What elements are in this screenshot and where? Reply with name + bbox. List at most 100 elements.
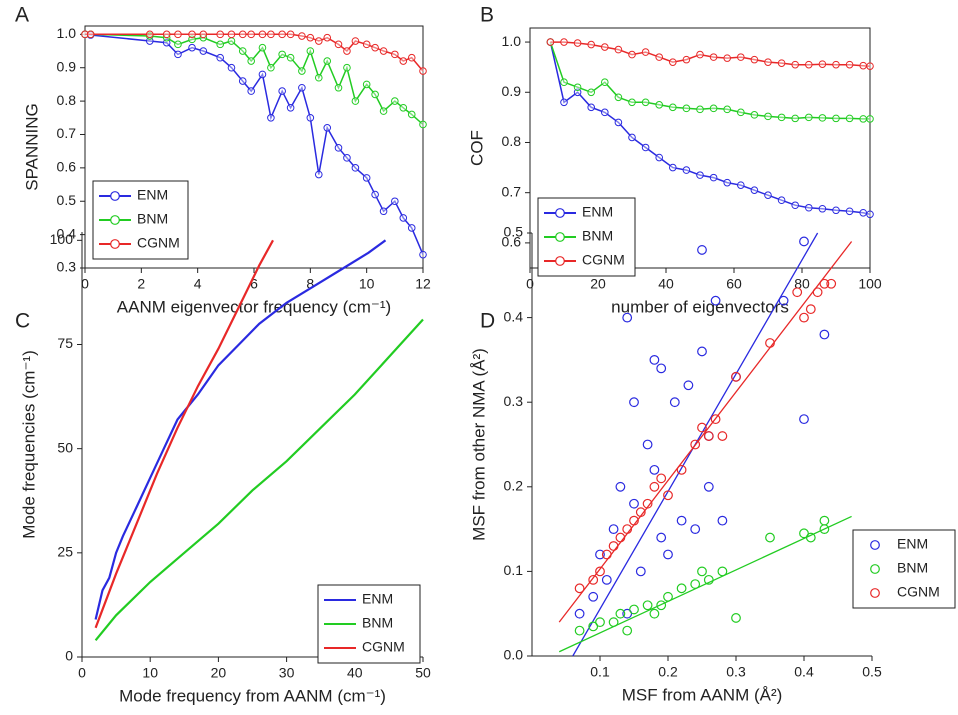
point — [379, 47, 388, 55]
series-line — [94, 318, 424, 641]
point — [682, 55, 691, 64]
point — [379, 107, 388, 115]
x-tick-label: 10 — [142, 665, 158, 681]
x-tick-label: 0 — [526, 276, 534, 292]
y-tick-label: 25 — [57, 544, 73, 560]
point — [791, 201, 800, 210]
point — [615, 481, 626, 492]
point — [267, 30, 275, 39]
point — [697, 566, 707, 577]
point — [717, 515, 728, 526]
panel-letter: A — [15, 4, 29, 27]
point — [723, 54, 732, 62]
panel-letter: C — [15, 310, 30, 333]
x-tick-label: 0 — [81, 276, 89, 292]
point — [371, 190, 379, 199]
y-tick-label: 0.2 — [504, 478, 524, 494]
point — [642, 439, 653, 450]
point — [419, 67, 427, 75]
point — [391, 97, 399, 105]
point — [683, 380, 694, 391]
point — [314, 73, 323, 82]
x-tick-label: 10 — [359, 276, 375, 292]
y-tick-label: 0.7 — [502, 183, 522, 199]
point — [799, 528, 809, 539]
point — [601, 574, 612, 585]
y-axis-label: SPANNING — [22, 103, 41, 191]
y-tick-label: 50 — [57, 439, 73, 455]
legend-label: BNM — [582, 228, 613, 244]
point — [573, 39, 582, 47]
point — [419, 250, 427, 259]
legend-marker — [555, 256, 565, 266]
x-tick-label: 20 — [211, 665, 227, 681]
x-tick-label: 8 — [306, 276, 314, 292]
x-tick-label: 60 — [726, 276, 742, 292]
legend-box — [852, 529, 956, 609]
point — [362, 174, 371, 182]
panel-letter: B — [480, 4, 494, 27]
point — [595, 566, 605, 577]
point — [227, 37, 236, 45]
point — [717, 431, 728, 441]
x-axis-label: Mode frequency from AANM (cm⁻¹) — [119, 686, 386, 705]
y-tick-label: 0.7 — [57, 125, 77, 141]
legend-label: BNM — [362, 615, 393, 631]
point — [709, 173, 718, 182]
point — [669, 397, 680, 408]
point — [799, 414, 809, 425]
point — [682, 166, 691, 174]
point — [286, 30, 295, 39]
y-tick-label: 0.3 — [504, 393, 524, 409]
point — [615, 608, 626, 619]
x-tick-label: 30 — [279, 665, 295, 681]
point — [379, 207, 388, 216]
point — [866, 62, 874, 70]
point — [334, 144, 343, 152]
point — [258, 70, 267, 79]
y-tick-label: 0.9 — [502, 83, 522, 99]
point — [709, 104, 718, 113]
point — [703, 481, 714, 492]
point — [574, 608, 585, 619]
point — [710, 414, 721, 425]
x-tick-label: 4 — [194, 276, 202, 292]
point — [560, 98, 568, 107]
x-tick-label: 80 — [794, 276, 810, 292]
point — [676, 464, 687, 475]
y-tick-label: 0.4 — [57, 225, 77, 241]
y-tick-label: 0.5 — [57, 192, 77, 208]
point — [765, 532, 775, 543]
point — [238, 77, 247, 85]
legend-label: ENM — [137, 187, 168, 203]
point — [818, 114, 827, 122]
y-tick-label: 0.1 — [504, 562, 524, 578]
point — [162, 30, 171, 39]
point — [628, 98, 636, 107]
point — [859, 208, 868, 217]
point — [199, 30, 208, 39]
legend-label: CGNM — [137, 235, 180, 251]
point — [574, 583, 585, 594]
point — [267, 63, 275, 72]
point — [866, 210, 874, 219]
x-tick-label: 40 — [347, 665, 363, 681]
point — [343, 47, 351, 55]
point — [696, 171, 704, 179]
point — [199, 47, 208, 55]
point — [188, 43, 196, 52]
point — [778, 295, 789, 306]
point — [601, 43, 609, 51]
point — [792, 287, 803, 298]
point — [818, 60, 827, 68]
point — [174, 30, 182, 39]
point — [238, 47, 247, 55]
series-line — [85, 33, 424, 126]
point — [866, 115, 874, 123]
point — [818, 204, 827, 213]
x-tick-label: 0 — [78, 665, 86, 681]
legend-marker — [870, 564, 880, 574]
point — [845, 60, 854, 69]
point — [216, 40, 224, 49]
point — [258, 43, 267, 52]
